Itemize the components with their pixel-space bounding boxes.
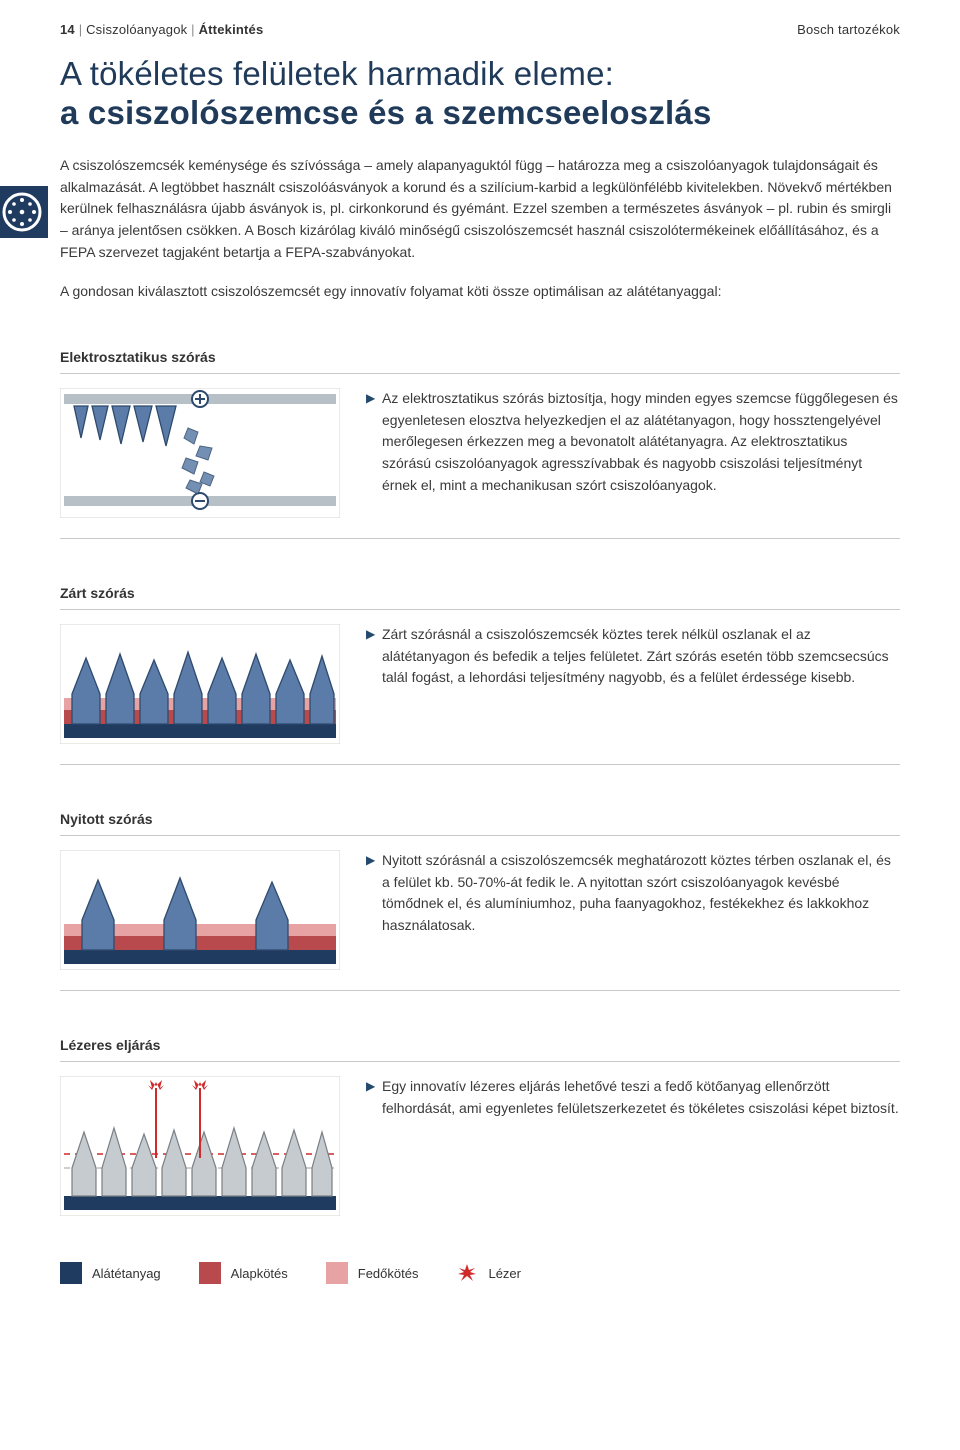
section-electrostatic: Elektrosztatikus szórás [60, 339, 900, 539]
legend-item-backing: Alátétanyag [60, 1262, 161, 1284]
swatch-backing-icon [60, 1262, 82, 1284]
legend-label: Alátétanyag [92, 1266, 161, 1281]
section-body: Egy innovatív lézeres eljárás lehetővé t… [382, 1076, 900, 1119]
legend-label: Alapkötés [231, 1266, 288, 1281]
section-title: Zárt szórás [60, 575, 900, 610]
breadcrumb-b: Áttekintés [199, 22, 264, 37]
breadcrumb-a: Csiszolóanyagok [86, 22, 187, 37]
breadcrumb: 14 | Csiszolóanyagok | Áttekintés [60, 22, 263, 37]
legend-label: Fedőkötés [358, 1266, 419, 1281]
section-text: ▶ Zárt szórásnál a csiszolószemcsék közt… [366, 624, 900, 744]
section-title: Elektrosztatikus szórás [60, 339, 900, 374]
page-header: 14 | Csiszolóanyagok | Áttekintés Bosch … [60, 22, 900, 37]
section-body: Zárt szórásnál a csiszolószemcsék köztes… [382, 624, 900, 689]
section-title: Lézeres eljárás [60, 1027, 900, 1062]
swatch-base-bond-icon [199, 1262, 221, 1284]
swatch-laser-icon [456, 1262, 478, 1284]
page-title: A tökéletes felületek harmadik eleme: a … [60, 55, 900, 133]
bullet-icon: ▶ [366, 1076, 382, 1119]
bullet-icon: ▶ [366, 388, 382, 496]
title-line1: A tökéletes felületek harmadik eleme: [60, 55, 614, 92]
section-text: ▶ Nyitott szórásnál a csiszolószemcsék m… [366, 850, 900, 970]
separator: | [191, 22, 198, 37]
bullet-icon: ▶ [366, 850, 382, 937]
section-body: Az elektrosztatikus szórás biztosítja, h… [382, 388, 900, 496]
section-open-coat: Nyitott szórás ▶ Nyitott szórásná [60, 801, 900, 991]
separator: | [79, 22, 86, 37]
diagram-open-coat [60, 850, 340, 970]
legend-item-base-bond: Alapkötés [199, 1262, 288, 1284]
intro-paragraph: A csiszolószemcsék keménysége és szívóss… [60, 155, 900, 263]
section-text: ▶ Az elektrosztatikus szórás biztosítja,… [366, 388, 900, 518]
diagram-electrostatic [60, 388, 340, 518]
sanding-disc-icon [0, 186, 48, 238]
legend-label: Lézer [488, 1266, 521, 1281]
section-text: ▶ Egy innovatív lézeres eljárás lehetővé… [366, 1076, 900, 1216]
page-number: 14 [60, 22, 75, 37]
intro-paragraph-2: A gondosan kiválasztott csiszolószemcsét… [60, 281, 900, 303]
swatch-top-bond-icon [326, 1262, 348, 1284]
bullet-icon: ▶ [366, 624, 382, 689]
legend-item-laser: Lézer [456, 1262, 521, 1284]
diagram-laser [60, 1076, 340, 1216]
legend: Alátétanyag Alapkötés Fedőkötés Lézer [60, 1262, 900, 1284]
section-body: Nyitott szórásnál a csiszolószemcsék meg… [382, 850, 900, 937]
diagram-closed-coat [60, 624, 340, 744]
legend-item-top-bond: Fedőkötés [326, 1262, 419, 1284]
title-line2: a csiszolószemcse és a szemcseeloszlás [60, 94, 712, 131]
section-closed-coat: Zárt szórás [60, 575, 900, 765]
section-laser: Lézeres eljárás [60, 1027, 900, 1236]
header-right: Bosch tartozékok [797, 22, 900, 37]
section-title: Nyitott szórás [60, 801, 900, 836]
